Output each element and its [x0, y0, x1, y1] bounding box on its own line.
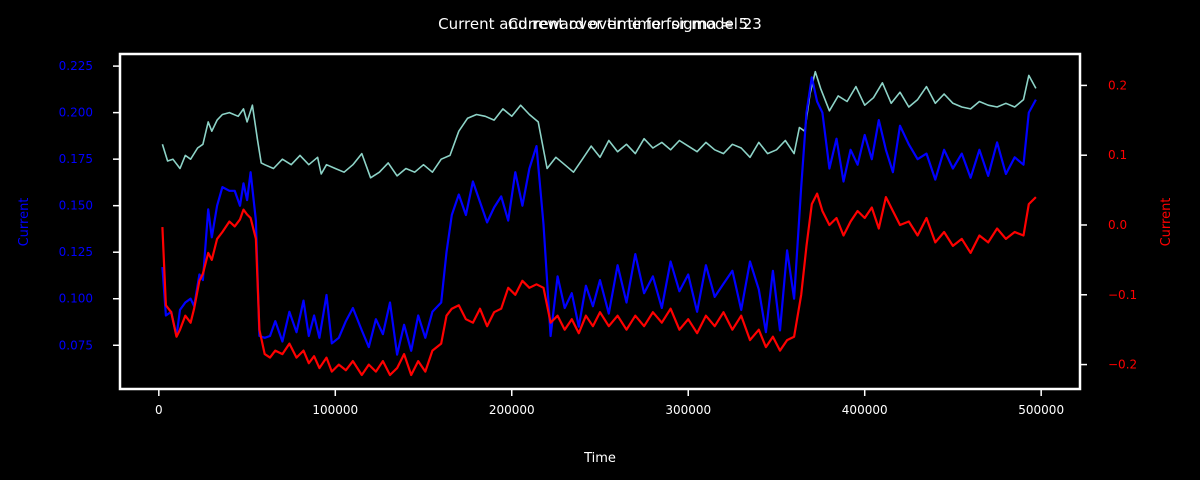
x-axis-label: Time [583, 451, 616, 466]
y-right-tick-label: −0.2 [1108, 358, 1137, 372]
x-tick-label: 500000 [1018, 403, 1064, 417]
y-left-tick-label: 0.175 [59, 152, 93, 166]
series-layer [161, 70, 1037, 377]
y-left-tick-label: 0.100 [59, 292, 93, 306]
x-tick-label: 0 [155, 403, 163, 417]
y-left-tick-label: 0.225 [59, 59, 93, 73]
y-axis-left-label: Current [17, 198, 32, 247]
series-line-3 [161, 192, 1037, 377]
series-line-2 [161, 76, 1037, 356]
y-left-tick-label: 0.075 [59, 338, 93, 352]
y-axis-left: 0.075 0.100 0.125 0.150 0.175 0.200 0.225 [59, 59, 120, 352]
y-right-tick-label: −0.1 [1108, 288, 1137, 302]
y-right-tick-label: 0.1 [1108, 148, 1127, 162]
x-tick-label: 200000 [489, 403, 535, 417]
x-tick-label: 400000 [842, 403, 888, 417]
x-tick-label: 300000 [665, 403, 711, 417]
y-left-tick-label: 0.200 [59, 106, 93, 120]
plot-frame [118, 52, 1082, 391]
y-axis-right-label: Current [1159, 198, 1174, 247]
y-axis-right: −0.2 −0.1 0.0 0.1 0.2 [1080, 78, 1137, 372]
y-right-tick-label: 0.2 [1108, 78, 1127, 92]
chart-title-1: Current and reward over time for model 2… [438, 15, 762, 33]
series-line-1 [161, 70, 1037, 179]
y-left-tick-label: 0.125 [59, 245, 93, 259]
y-left-tick-label: 0.150 [59, 199, 93, 213]
x-axis: 0 100000 200000 300000 400000 500000 [155, 389, 1064, 417]
chart-title-2: Current over time for sigma = 5 [508, 15, 748, 33]
y-right-tick-label: 0.0 [1108, 218, 1127, 232]
x-tick-label: 100000 [312, 403, 358, 417]
